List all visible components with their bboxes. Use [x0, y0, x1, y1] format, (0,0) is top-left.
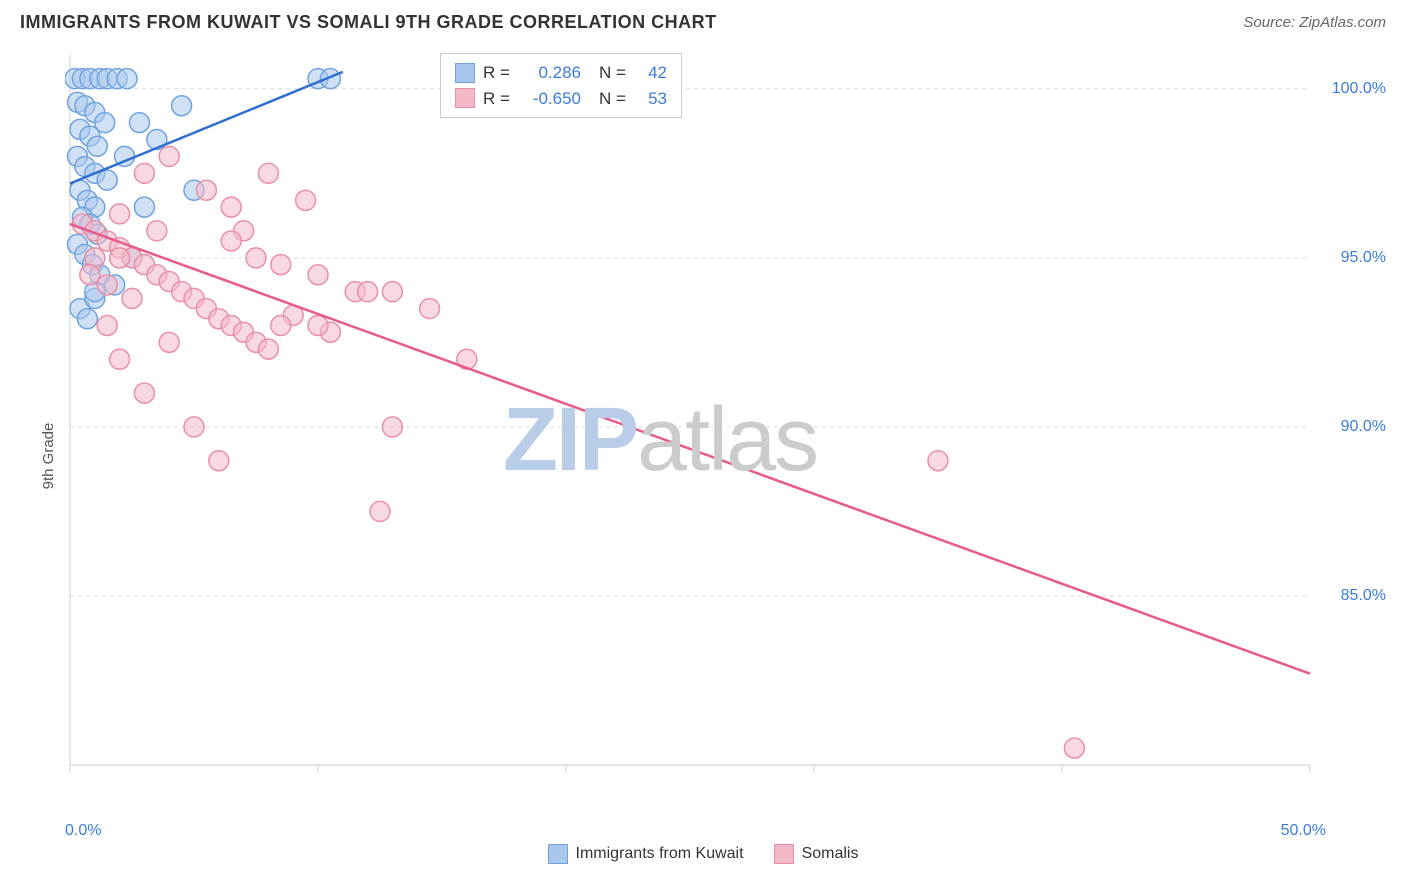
x-axis-ticks: 0.0% 50.0% — [65, 822, 1326, 840]
legend-label-kuwait: Immigrants from Kuwait — [576, 845, 744, 863]
n-label: N = — [599, 60, 629, 86]
y-axis-label: 9th Grade — [40, 423, 57, 490]
y-tick-label: 90.0% — [1341, 418, 1386, 436]
legend-row-kuwait: R = 0.286 N = 42 — [455, 60, 667, 86]
legend-item-kuwait: Immigrants from Kuwait — [548, 844, 744, 864]
chart-container: 9th Grade ZIPatlas R = 0.286 N = 42 R = … — [20, 50, 1386, 862]
y-tick-label: 85.0% — [1341, 587, 1386, 605]
correlation-legend: R = 0.286 N = 42 R = -0.650 N = 53 — [440, 53, 682, 118]
y-tick-label: 100.0% — [1332, 80, 1386, 98]
r-label: R = — [483, 60, 513, 86]
swatch-kuwait-icon — [548, 844, 568, 864]
n-value-kuwait: 42 — [637, 60, 667, 86]
source-prefix: Source: — [1243, 14, 1299, 31]
legend-item-somali: Somalis — [774, 844, 859, 864]
x-tick-max: 50.0% — [1281, 822, 1326, 840]
x-tick-min: 0.0% — [65, 822, 101, 840]
y-tick-label: 95.0% — [1341, 249, 1386, 267]
swatch-somali-icon — [774, 844, 794, 864]
series-legend: Immigrants from Kuwait Somalis — [20, 844, 1386, 864]
y-axis-ticks: 85.0% 90.0% 95.0% 100.0% — [1331, 50, 1386, 802]
legend-row-somali: R = -0.650 N = 53 — [455, 86, 667, 112]
swatch-somali — [455, 88, 475, 108]
chart-title: IMMIGRANTS FROM KUWAIT VS SOMALI 9TH GRA… — [20, 12, 717, 33]
legend-label-somali: Somalis — [802, 845, 859, 863]
r-value-somali: -0.650 — [521, 86, 581, 112]
swatch-kuwait — [455, 63, 475, 83]
n-label: N = — [599, 86, 629, 112]
r-label: R = — [483, 86, 513, 112]
n-value-somali: 53 — [637, 86, 667, 112]
source-name: ZipAtlas.com — [1299, 14, 1386, 31]
source-attribution: Source: ZipAtlas.com — [1243, 14, 1386, 31]
scatter-plot — [65, 50, 1375, 820]
r-value-kuwait: 0.286 — [521, 60, 581, 86]
